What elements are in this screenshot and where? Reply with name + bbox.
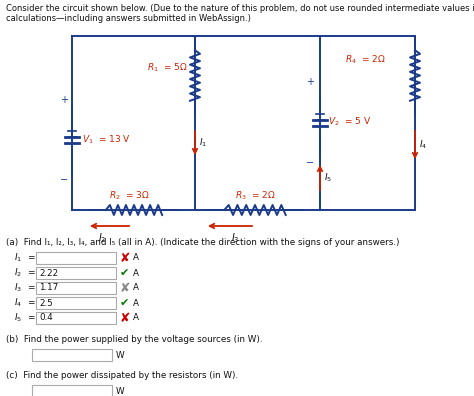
Text: $R_1$  = 5Ω: $R_1$ = 5Ω [147,62,188,74]
Text: =: = [27,299,35,308]
Text: +: + [306,77,314,87]
Text: $R_4$  = 2Ω: $R_4$ = 2Ω [345,54,386,66]
Text: ✔: ✔ [120,268,129,278]
Text: $V_1$  = 13 V: $V_1$ = 13 V [82,134,131,146]
Text: A: A [133,268,139,278]
Text: =: = [27,268,35,278]
Text: 1.17: 1.17 [39,284,58,293]
Text: A: A [133,314,139,322]
Text: $I_2$: $I_2$ [14,267,22,279]
Bar [36,282,116,294]
Bar [36,312,116,324]
Text: Consider the circuit shown below. (Due to the nature of this problem, do not use: Consider the circuit shown below. (Due t… [6,4,474,13]
Text: $I_2$: $I_2$ [98,231,106,245]
Text: $I_5$: $I_5$ [324,172,332,184]
Bar [36,267,116,279]
Bar [32,349,112,361]
Text: W: W [116,386,125,396]
Text: calculations—including answers submitted in WebAssign.): calculations—including answers submitted… [6,14,251,23]
Bar [36,297,116,309]
Text: =: = [27,314,35,322]
Text: +: + [60,95,68,105]
Text: =: = [27,284,35,293]
Text: W: W [116,350,125,360]
Text: A: A [133,253,139,263]
Text: −: − [306,158,314,168]
Text: $I_3$: $I_3$ [14,282,22,294]
Text: (b)  Find the power supplied by the voltage sources (in W).: (b) Find the power supplied by the volta… [6,335,263,344]
Text: $R_3$  = 2Ω: $R_3$ = 2Ω [235,190,275,202]
Bar [36,252,116,264]
Text: $I_3$: $I_3$ [231,231,239,245]
Text: ✘: ✘ [120,312,130,324]
Text: (c)  Find the power dissipated by the resistors (in W).: (c) Find the power dissipated by the res… [6,371,238,380]
Text: $I_4$: $I_4$ [419,139,427,151]
Text: 2.5: 2.5 [39,299,53,308]
Text: A: A [133,284,139,293]
Text: $I_1$: $I_1$ [14,252,22,264]
Text: $I_5$: $I_5$ [14,312,22,324]
Text: ✘: ✘ [120,251,130,265]
Text: 0.4: 0.4 [39,314,53,322]
Text: ✘: ✘ [120,282,130,295]
Text: ✔: ✔ [120,298,129,308]
Text: (a)  Find I₁, I₂, I₃, I₄, and I₅ (all in A). (Indicate the direction with the si: (a) Find I₁, I₂, I₃, I₄, and I₅ (all in … [6,238,400,247]
Text: A: A [133,299,139,308]
Text: $I_1$: $I_1$ [199,137,207,149]
Text: −: − [60,175,68,185]
Text: =: = [27,253,35,263]
Bar [32,385,112,396]
Text: 2.22: 2.22 [39,268,58,278]
Text: $R_2$  = 3Ω: $R_2$ = 3Ω [109,190,149,202]
Text: $I_4$: $I_4$ [14,297,22,309]
Text: $V_2$  = 5 V: $V_2$ = 5 V [328,116,371,128]
